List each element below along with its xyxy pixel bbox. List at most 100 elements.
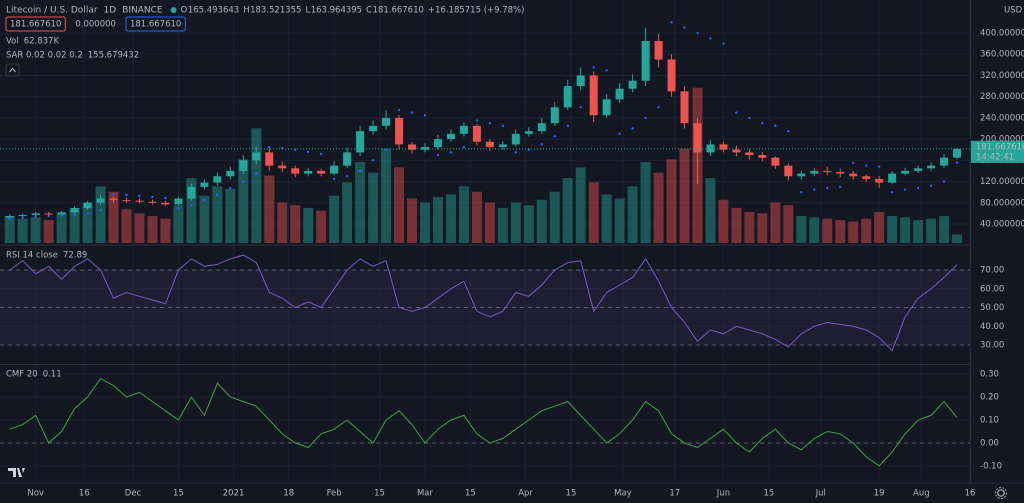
volume-bar [835,220,846,243]
candle-body [31,213,40,215]
candle-body [628,80,637,89]
ohlc-key: O [181,6,188,16]
volume-bar [419,202,430,243]
candle-body [278,165,287,169]
sar-dot [696,31,699,35]
sar-dot [177,206,180,210]
vol-value: 62.837K [24,37,60,47]
candle-body [252,152,261,161]
price-button-label[interactable]: 181.667610 [10,20,61,30]
price-change: +16.185715 (+9.78%) [428,6,525,16]
sar-dot [864,164,868,167]
volume-bar [484,202,495,243]
candle-body [83,202,92,209]
price-button-label[interactable]: 0.000000 [75,20,116,30]
settings-gear[interactable] [995,487,1007,499]
volume-bar [329,195,340,243]
price-button[interactable] [125,16,186,32]
sar-dot [332,177,336,181]
candle-body [122,200,131,202]
sar-dot [488,121,492,125]
candle-body [719,144,728,150]
volume-bar [199,195,210,243]
candle-body [862,176,871,179]
candle-body [849,173,858,177]
y-tick-label: 50.00 [980,303,1004,313]
volume-bar [394,167,405,243]
y-tick-label: 280.000000 [980,92,1024,102]
volume-bar [640,162,651,243]
candle-body [485,141,494,148]
candle-body [70,208,79,213]
volume-bar [510,202,521,243]
y-tick-label: 40.00 [980,322,1004,332]
x-tick-label: 19 [874,489,885,499]
sar-dot [813,188,816,191]
sar-dot [345,175,349,178]
ohlc-key: C [366,6,372,16]
candle-body [395,117,404,145]
candle-body [771,157,780,166]
volume-bar [355,162,366,243]
sar-dot [462,145,466,149]
sar-dot [903,188,907,191]
candle-body [537,123,546,132]
candle-body [732,149,741,153]
y-tick-label: 200.000000 [980,135,1024,145]
collapse-icon [9,67,16,73]
y-tick-label: 80.000000 [980,198,1024,208]
volume-bar [43,220,54,243]
volume-bar [82,202,93,243]
ohlc-value: 165.493643 [188,6,239,16]
sar-dot [164,196,167,200]
volume-bar [17,218,28,243]
countdown-label: 14:42:41 [976,152,1014,162]
y-tick-label: 400.000000 [980,29,1024,39]
sar-label: SAR 0.02 0.02 0.2 [6,51,83,61]
volume-bar [848,221,859,243]
candle-body [563,86,572,108]
volume-bar [173,205,184,243]
x-tick-label: Nov [27,489,44,499]
sar-dot [268,145,271,149]
candle-body [369,125,378,132]
x-tick-label: May [614,489,632,499]
sar-dot [410,111,414,114]
candle-body [524,131,533,134]
sar-dot [553,135,556,138]
sar-dot [475,119,479,122]
volume-bar [458,186,469,243]
sar-dot [657,106,660,109]
candle-body [641,40,650,81]
y-tick-label: 60.00 [980,284,1004,294]
collapse-button[interactable] [5,63,20,77]
sar-dot [371,159,375,162]
y-tick-label: -0.10 [980,461,1002,471]
candle-body [433,139,442,148]
volume-bar [861,218,872,243]
sar-dot [826,186,829,190]
volume-bar [588,182,599,243]
candle-body [602,99,611,116]
sar-dot [670,21,673,24]
candle-body [239,160,248,171]
x-tick-label: 15 [374,489,385,499]
x-tick-label: Apr [518,489,533,499]
x-tick-label: 15 [173,489,184,499]
volume-bar [523,205,534,243]
sar-dot [242,180,245,183]
price-button[interactable] [5,16,66,32]
sar-dot [631,127,634,130]
candle-body [836,172,845,174]
volume-bar [913,220,924,243]
candle-body [498,144,507,148]
y-tick-label: 0.20 [980,393,999,403]
sar-dot [618,132,621,136]
candle-body [680,91,689,124]
sar-dot [709,37,712,40]
x-tick-label: 16 [79,489,90,499]
sar-dot [397,108,401,112]
price-button-label[interactable]: 181.667610 [130,20,181,30]
status-dot [170,7,177,13]
